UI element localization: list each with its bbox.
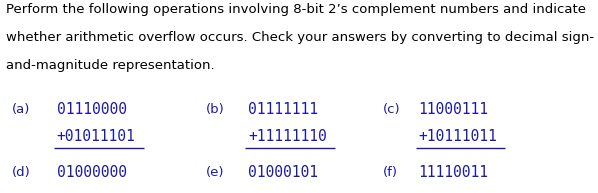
Text: +11111110: +11111110 (248, 129, 327, 144)
Text: 01000101: 01000101 (248, 165, 318, 180)
Text: (e): (e) (206, 166, 225, 179)
Text: Perform the following operations involving 8-bit 2’s complement numbers and indi: Perform the following operations involvi… (6, 3, 586, 16)
Text: +10111011: +10111011 (419, 129, 498, 144)
Text: and-magnitude representation.: and-magnitude representation. (6, 59, 215, 72)
Text: (f): (f) (383, 166, 398, 179)
Text: (b): (b) (206, 102, 225, 116)
Text: 01110000: 01110000 (57, 102, 127, 117)
Text: 01000000: 01000000 (57, 165, 127, 180)
Text: +01011101: +01011101 (57, 129, 136, 144)
Text: whether arithmetic overflow occurs. Check your answers by converting to decimal : whether arithmetic overflow occurs. Chec… (6, 31, 594, 44)
Text: (d): (d) (12, 166, 30, 179)
Text: (c): (c) (383, 102, 400, 116)
Text: 11110011: 11110011 (419, 165, 489, 180)
Text: 11000111: 11000111 (419, 102, 489, 117)
Text: (a): (a) (12, 102, 30, 116)
Text: 01111111: 01111111 (248, 102, 318, 117)
